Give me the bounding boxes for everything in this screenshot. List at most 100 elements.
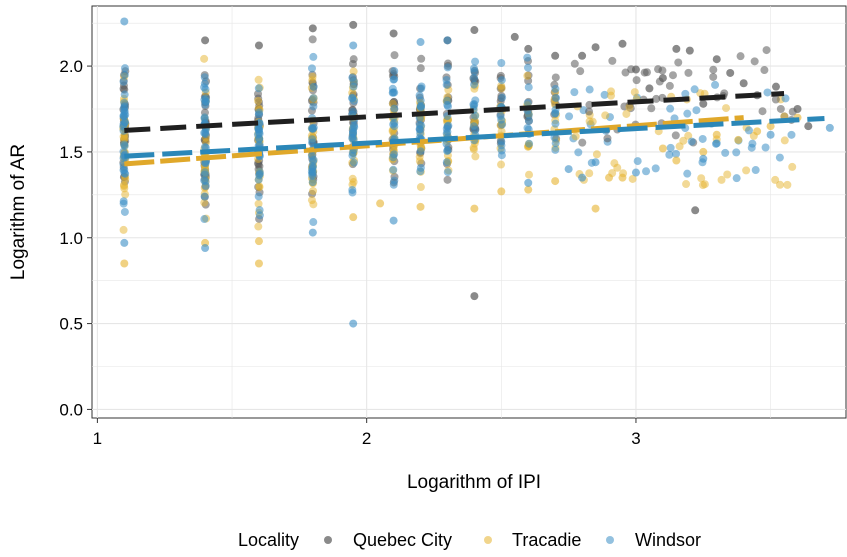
- point-tracadie: [682, 180, 691, 189]
- point-windsor: [666, 143, 675, 152]
- point-windsor: [417, 82, 426, 91]
- point-quebec-city: [647, 104, 656, 113]
- point-tracadie: [309, 200, 318, 209]
- point-windsor: [672, 149, 681, 158]
- point-quebec-city: [684, 68, 693, 77]
- point-windsor: [732, 148, 741, 157]
- point-windsor: [308, 124, 317, 133]
- point-windsor: [687, 137, 696, 146]
- y-tick-label: 2.0: [59, 57, 83, 76]
- point-windsor: [524, 110, 533, 119]
- point-tracadie: [628, 174, 637, 183]
- point-quebec-city: [389, 29, 398, 38]
- point-windsor: [201, 244, 210, 253]
- legend: Locality Quebec City Tracadie Windsor: [238, 530, 701, 550]
- point-quebec-city: [658, 74, 667, 83]
- point-windsor: [496, 112, 505, 121]
- point-quebec-city: [631, 65, 640, 74]
- point-windsor: [470, 100, 479, 109]
- point-windsor: [120, 17, 129, 26]
- point-windsor: [497, 146, 506, 155]
- point-windsor: [254, 192, 263, 201]
- point-windsor: [442, 80, 451, 89]
- point-quebec-city: [551, 51, 560, 60]
- point-tracadie: [771, 175, 780, 184]
- point-quebec-city: [726, 68, 735, 77]
- point-windsor: [443, 36, 452, 45]
- point-windsor: [308, 228, 317, 237]
- point-tracadie: [630, 88, 639, 97]
- point-tracadie: [722, 104, 731, 113]
- point-windsor: [574, 148, 583, 157]
- x-tick-label: 2: [362, 429, 371, 448]
- point-quebec-city: [570, 59, 579, 68]
- point-tracadie: [200, 54, 209, 63]
- point-windsor: [781, 94, 790, 103]
- legend-label-windsor: Windsor: [635, 530, 701, 550]
- point-windsor: [471, 57, 480, 66]
- point-quebec-city: [776, 104, 785, 113]
- point-tracadie: [712, 130, 721, 139]
- point-windsor: [551, 145, 560, 154]
- point-windsor: [308, 178, 317, 187]
- point-windsor: [469, 122, 478, 131]
- point-windsor: [732, 174, 741, 183]
- point-windsor: [523, 53, 532, 62]
- point-windsor: [775, 153, 784, 162]
- point-quebec-city: [645, 84, 654, 93]
- point-tracadie: [723, 170, 732, 179]
- point-windsor: [309, 218, 318, 227]
- point-windsor: [666, 104, 675, 113]
- point-quebec-city: [793, 105, 802, 113]
- point-tracadie: [699, 147, 708, 156]
- point-windsor: [120, 140, 129, 149]
- x-tick-label: 1: [93, 429, 102, 448]
- point-quebec-city: [591, 43, 600, 52]
- point-windsor: [825, 123, 834, 132]
- y-tick-label: 0.5: [59, 315, 83, 334]
- point-quebec-city: [510, 32, 519, 41]
- point-windsor: [642, 167, 651, 176]
- point-windsor: [120, 90, 129, 99]
- point-quebec-city: [603, 134, 612, 143]
- point-windsor: [255, 206, 264, 215]
- point-windsor: [443, 147, 452, 156]
- point-windsor: [201, 128, 210, 137]
- point-tracadie: [254, 222, 263, 231]
- point-windsor: [443, 168, 452, 177]
- point-tracadie: [471, 152, 480, 161]
- point-windsor: [119, 197, 128, 206]
- point-tracadie: [200, 198, 209, 207]
- point-windsor: [442, 124, 451, 133]
- point-tracadie: [742, 166, 751, 175]
- point-quebec-city: [739, 79, 748, 88]
- point-windsor: [470, 67, 479, 76]
- point-windsor: [498, 120, 507, 129]
- point-windsor: [751, 166, 760, 175]
- point-quebec-city: [551, 73, 560, 82]
- point-quebec-city: [672, 44, 681, 53]
- point-windsor: [255, 108, 264, 117]
- point-quebec-city: [308, 35, 317, 44]
- point-windsor: [390, 67, 399, 76]
- point-windsor: [349, 158, 358, 167]
- point-windsor: [200, 168, 209, 177]
- point-tracadie: [766, 122, 775, 131]
- point-windsor: [389, 216, 398, 225]
- point-tracadie: [119, 225, 128, 234]
- point-quebec-city: [709, 65, 718, 74]
- point-tracadie: [551, 177, 560, 186]
- point-tracadie: [672, 156, 681, 165]
- point-windsor: [552, 93, 561, 102]
- point-windsor: [348, 73, 357, 82]
- point-windsor: [712, 139, 721, 148]
- point-tracadie: [255, 182, 264, 191]
- point-windsor: [415, 125, 424, 134]
- point-tracadie: [622, 109, 631, 118]
- point-windsor: [523, 63, 532, 72]
- point-tracadie: [254, 75, 263, 84]
- point-tracadie: [588, 117, 597, 126]
- point-windsor: [551, 84, 560, 93]
- point-windsor: [349, 319, 358, 328]
